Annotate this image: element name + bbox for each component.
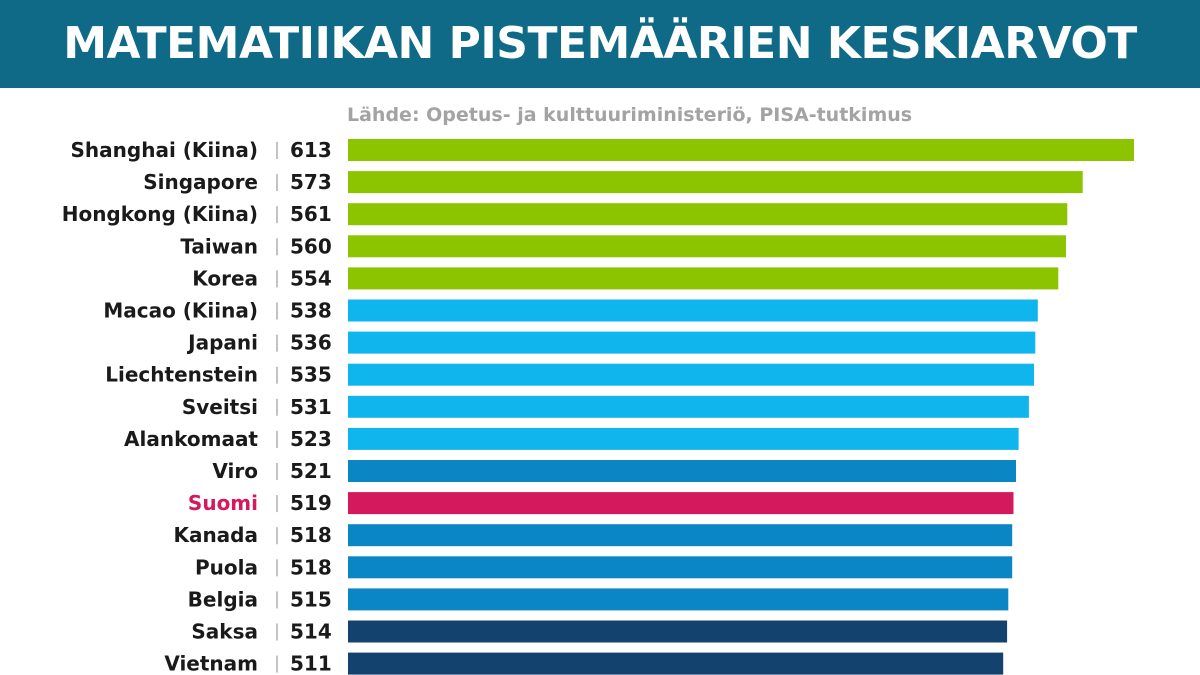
bar-kanada: [348, 524, 1013, 547]
value-label: 531: [290, 395, 332, 419]
bar-suomi: [348, 492, 1014, 515]
value-label: 518: [290, 555, 332, 579]
category-label: Sveitsi: [182, 395, 258, 419]
category-label: Korea: [192, 266, 258, 290]
category-label: Viro: [212, 459, 258, 483]
category-label: Hongkong (Kiina): [62, 202, 258, 226]
bar-alankomaat: [348, 427, 1019, 450]
bar-korea: [348, 267, 1059, 290]
bar-shanghai-kiina: [348, 139, 1134, 161]
bar-puola: [348, 556, 1013, 579]
value-label: 560: [290, 234, 332, 258]
category-label: Alankomaat: [124, 427, 258, 451]
value-label: 561: [290, 202, 332, 226]
value-label: 613: [290, 138, 332, 162]
bar-japani: [348, 331, 1036, 354]
bar-viro: [348, 460, 1016, 482]
value-label: 519: [290, 491, 332, 515]
value-label: 536: [290, 331, 332, 355]
category-label: Suomi: [188, 491, 258, 515]
value-label: 515: [290, 587, 332, 611]
value-label: 521: [290, 459, 332, 483]
header-bar: [0, 0, 1200, 88]
value-label: 514: [290, 620, 332, 644]
category-label: Japani: [186, 331, 258, 355]
bar-vietnam: [348, 652, 1004, 675]
value-label: 511: [290, 652, 332, 675]
bar-macao-kiina: [348, 299, 1038, 322]
bar-sveitsi: [348, 395, 1029, 418]
value-label: 518: [290, 523, 332, 547]
category-label: Macao (Kiina): [103, 299, 258, 323]
category-label: Saksa: [191, 620, 258, 644]
value-label: 554: [290, 266, 332, 290]
page-title: MATEMATIIKAN PISTEMÄÄRIEN KESKIARVOT: [63, 18, 1137, 69]
category-label: Taiwan: [180, 234, 258, 258]
category-label: Belgia: [188, 587, 258, 611]
bar-belgia: [348, 588, 1009, 611]
value-label: 535: [290, 363, 332, 387]
category-label: Liechtenstein: [105, 363, 258, 387]
category-label: Puola: [195, 555, 258, 579]
source-note: Lähde: Opetus- ja kulttuuriministeriö, P…: [347, 104, 913, 126]
bar-taiwan: [348, 235, 1066, 258]
category-label: Vietnam: [164, 652, 258, 675]
value-label: 573: [290, 170, 332, 194]
bar-hongkong-kiina: [348, 203, 1068, 226]
value-label: 523: [290, 427, 332, 451]
category-label: Shanghai (Kiina): [71, 138, 258, 162]
bar-singapore: [348, 171, 1083, 194]
value-label: 538: [290, 299, 332, 323]
bar-liechtenstein: [348, 363, 1034, 386]
bar-saksa: [348, 620, 1008, 643]
category-label: Kanada: [173, 523, 258, 547]
category-label: Singapore: [143, 170, 258, 194]
